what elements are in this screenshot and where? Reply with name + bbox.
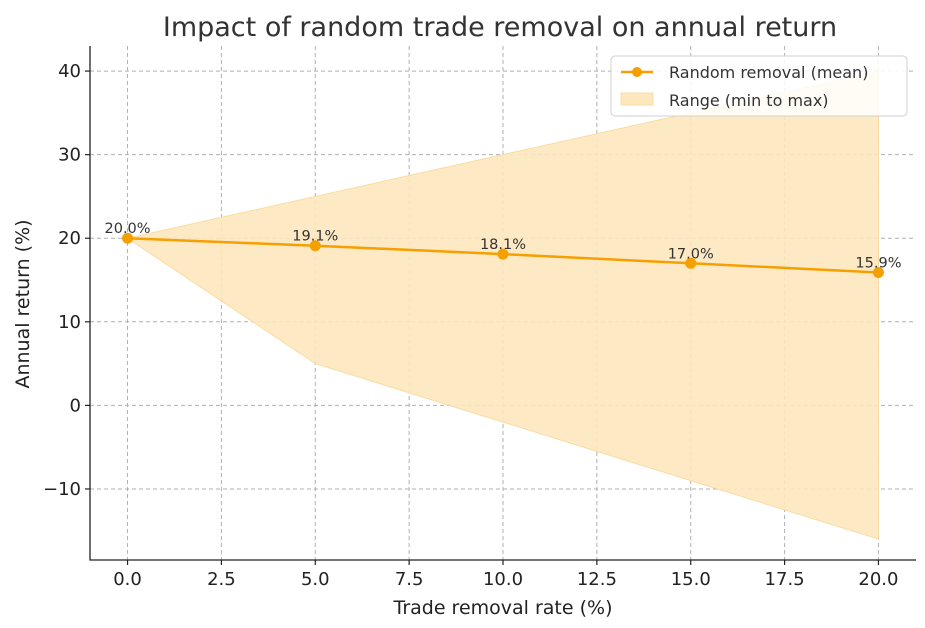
x-tick-label: 10.0: [483, 569, 523, 590]
x-tick-label: 15.0: [671, 569, 711, 590]
mean-point: [685, 257, 697, 269]
x-tick-label: 17.5: [765, 569, 805, 590]
mean-point: [309, 240, 321, 252]
x-tick-label: 12.5: [577, 569, 617, 590]
axes: 0.0 2.5 5.0 7.5 10.0 12.5 15.0 17.5 20.0 −10 0 10 20…: [43, 46, 916, 590]
data-label: 15.9%: [855, 255, 901, 271]
range-band-area: [126, 70, 879, 540]
y-tick-label: −10: [43, 479, 81, 500]
axis-spines: [89, 46, 916, 561]
y-tick-label: 10: [58, 312, 81, 333]
x-tick-label: 7.5: [395, 569, 424, 590]
chart-title: Impact of random trade removal on annual…: [163, 12, 837, 43]
x-axis-label: Trade removal rate (%): [393, 597, 613, 619]
x-tick-label: 2.5: [207, 569, 236, 590]
x-tick-label: 20.0: [858, 569, 898, 590]
data-label: 18.1%: [480, 237, 526, 253]
x-tick-label: 5.0: [301, 569, 330, 590]
data-label: 17.0%: [668, 246, 714, 262]
data-label: 19.1%: [292, 229, 338, 245]
range-band: [126, 70, 879, 540]
y-tick-label: 40: [58, 61, 81, 82]
legend-label-mean: Random removal (mean): [669, 63, 868, 82]
mean-point: [872, 266, 884, 278]
mean-point: [122, 232, 134, 244]
y-axis-label: Annual return (%): [12, 219, 34, 388]
legend-label-range: Range (min to max): [669, 91, 829, 110]
data-label: 20.0%: [105, 221, 151, 237]
mean-series: [122, 232, 884, 278]
legend: Random removal (mean) Range (min to max): [610, 55, 908, 117]
y-tick-label: 20: [58, 228, 81, 249]
legend-band-swatch: [620, 92, 654, 106]
y-tick-label: 0: [70, 395, 81, 416]
y-tick-label: 30: [58, 145, 81, 166]
legend-marker-swatch: [632, 67, 642, 77]
data-labels: 20.0% 19.1% 18.1% 17.0% 15.9%: [105, 221, 902, 271]
mean-point: [497, 248, 509, 260]
legend-box: [610, 55, 908, 117]
x-tick-label: 0.0: [113, 569, 142, 590]
